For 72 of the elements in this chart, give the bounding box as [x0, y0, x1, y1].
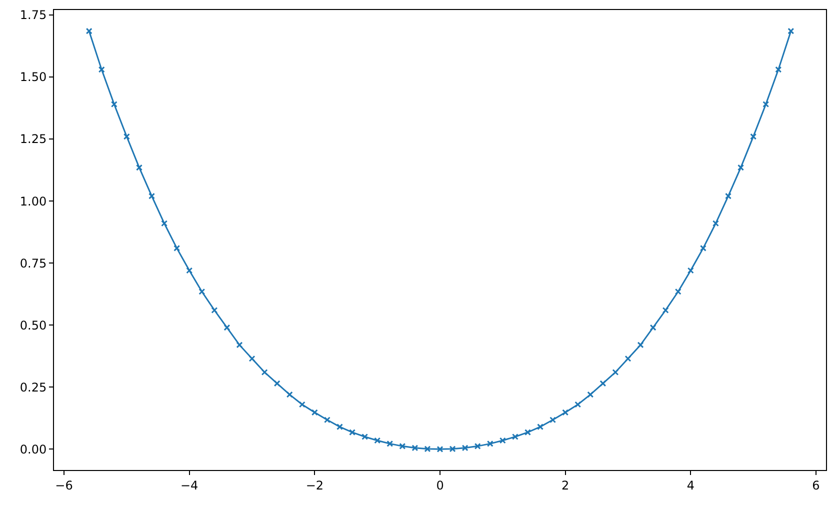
y-tick-label: 1.50 — [20, 70, 47, 84]
point — [600, 380, 606, 387]
point — [136, 164, 142, 171]
point — [298, 401, 306, 408]
point — [123, 133, 130, 140]
point — [374, 437, 381, 444]
point — [412, 444, 418, 452]
x-tick-label: 0 — [436, 478, 444, 492]
point — [624, 355, 632, 362]
point — [311, 409, 318, 416]
point — [750, 133, 757, 140]
point — [148, 192, 155, 200]
point — [198, 288, 206, 295]
point — [687, 267, 694, 274]
point — [762, 101, 770, 108]
y-tick-label: 1.25 — [20, 132, 47, 146]
point — [98, 66, 105, 73]
x-tick-label: −6 — [55, 478, 73, 492]
point — [349, 429, 356, 436]
x-tick-label: 4 — [686, 478, 694, 492]
point — [161, 220, 168, 227]
point — [174, 244, 180, 252]
point — [486, 440, 494, 447]
point — [725, 192, 732, 200]
point — [224, 324, 230, 331]
point — [386, 440, 394, 447]
point — [186, 267, 193, 274]
point — [399, 442, 406, 450]
point — [612, 368, 619, 376]
point — [462, 444, 468, 452]
point — [637, 342, 644, 348]
y-tick-label: 0.25 — [20, 380, 47, 394]
x-tick-label: −2 — [306, 478, 324, 492]
x-tick-label: 6 — [812, 478, 820, 492]
point — [574, 401, 582, 408]
point — [738, 164, 744, 171]
y-tick-label: 0.50 — [20, 318, 47, 332]
point — [261, 368, 268, 376]
point — [550, 416, 556, 424]
y-tick-label: 1.75 — [20, 8, 47, 22]
point — [248, 355, 256, 362]
point — [336, 424, 343, 430]
point — [712, 220, 719, 227]
point — [562, 409, 569, 416]
y-tick-label: 0.75 — [20, 256, 47, 270]
point — [424, 446, 431, 452]
x-tick-label: 2 — [562, 478, 570, 492]
point — [236, 342, 243, 348]
point — [524, 429, 531, 436]
point — [474, 442, 481, 450]
y-tick-label: 0.00 — [20, 442, 47, 456]
point — [436, 446, 444, 452]
point — [110, 101, 118, 108]
point — [650, 324, 656, 331]
point — [788, 28, 794, 34]
point — [362, 434, 368, 440]
point — [211, 306, 218, 314]
point — [324, 416, 330, 424]
point — [286, 391, 293, 398]
y-tick-label: 1.00 — [20, 194, 47, 208]
point — [700, 244, 706, 252]
point — [587, 391, 594, 398]
point — [499, 437, 506, 444]
point — [775, 66, 782, 73]
point — [537, 424, 544, 430]
point — [662, 306, 669, 314]
point — [449, 446, 456, 452]
point — [674, 288, 682, 295]
point — [86, 28, 92, 34]
point — [512, 434, 518, 440]
point — [274, 380, 280, 387]
x-tick-label: −4 — [180, 478, 198, 492]
